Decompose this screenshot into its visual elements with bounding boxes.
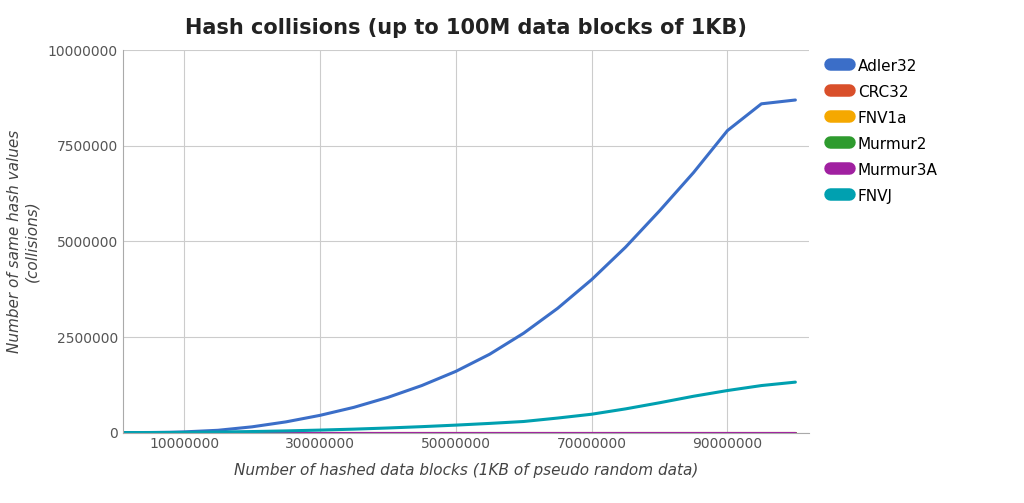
FNVJ xyxy=(178,430,190,436)
Adler32 xyxy=(790,97,802,103)
FNVJ xyxy=(756,383,768,389)
Adler32 xyxy=(280,419,292,425)
Adler32 xyxy=(517,330,529,336)
Title: Hash collisions (up to 100M data blocks of 1KB): Hash collisions (up to 100M data blocks … xyxy=(185,18,746,38)
X-axis label: Number of hashed data blocks (1KB of pseudo random data): Number of hashed data blocks (1KB of pse… xyxy=(233,463,698,477)
FNVJ xyxy=(450,422,462,428)
Adler32 xyxy=(586,277,598,283)
FNVJ xyxy=(790,379,802,385)
Adler32 xyxy=(212,427,224,433)
Adler32 xyxy=(130,430,142,436)
FNVJ xyxy=(552,415,564,421)
Adler32 xyxy=(450,368,462,374)
Adler32 xyxy=(246,424,258,430)
FNVJ xyxy=(280,428,292,434)
Adler32 xyxy=(687,170,699,176)
Adler32 xyxy=(552,305,564,311)
FNVJ xyxy=(313,427,326,433)
FNVJ xyxy=(348,426,360,432)
FNVJ xyxy=(212,429,224,435)
Adler32 xyxy=(620,244,632,250)
FNVJ xyxy=(130,430,142,436)
FNVJ xyxy=(246,429,258,435)
FNVJ xyxy=(653,400,666,406)
Line: Adler32: Adler32 xyxy=(123,100,796,433)
FNVJ xyxy=(517,418,529,425)
Adler32 xyxy=(382,394,394,400)
FNVJ xyxy=(586,411,598,417)
FNVJ xyxy=(721,387,733,393)
Adler32 xyxy=(348,404,360,410)
Adler32 xyxy=(144,430,157,436)
FNVJ xyxy=(164,430,176,436)
Adler32 xyxy=(117,430,129,436)
Y-axis label: Number of same hash values
(collisions): Number of same hash values (collisions) xyxy=(7,130,40,353)
FNVJ xyxy=(382,425,394,431)
Adler32 xyxy=(313,412,326,418)
Adler32 xyxy=(416,383,428,389)
FNVJ xyxy=(117,430,129,436)
FNVJ xyxy=(620,406,632,412)
Legend: Adler32, CRC32, FNV1a, Murmur2, Murmur3A, FNVJ: Adler32, CRC32, FNV1a, Murmur2, Murmur3A… xyxy=(830,58,938,204)
Adler32 xyxy=(483,351,496,357)
FNVJ xyxy=(687,393,699,399)
Adler32 xyxy=(164,429,176,435)
Adler32 xyxy=(178,429,190,435)
FNVJ xyxy=(144,430,157,436)
Line: FNVJ: FNVJ xyxy=(123,382,796,433)
FNVJ xyxy=(483,421,496,427)
Adler32 xyxy=(756,101,768,107)
Adler32 xyxy=(721,128,733,134)
Adler32 xyxy=(653,208,666,214)
FNVJ xyxy=(416,424,428,430)
